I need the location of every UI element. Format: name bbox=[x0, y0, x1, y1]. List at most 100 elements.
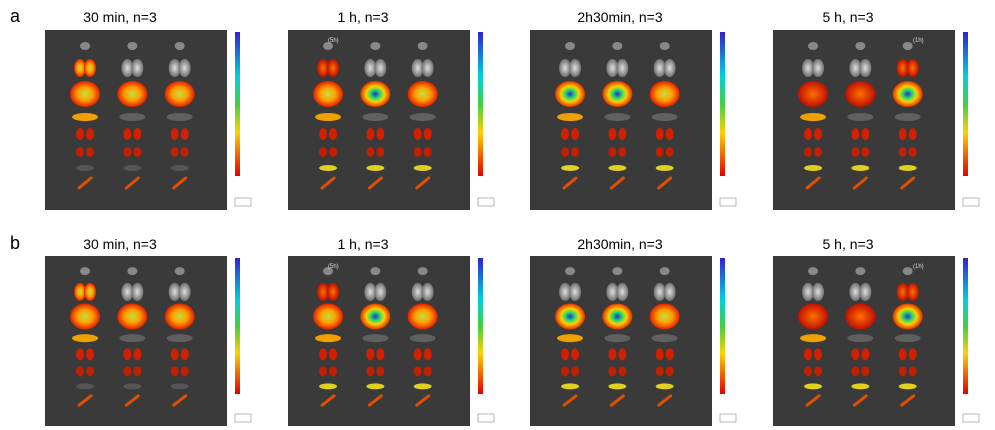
lung bbox=[421, 282, 434, 301]
bone bbox=[415, 394, 431, 407]
tissue bbox=[571, 147, 580, 157]
bone bbox=[172, 176, 188, 190]
scale-box bbox=[234, 413, 252, 423]
lung bbox=[131, 59, 144, 77]
heart bbox=[659, 42, 670, 50]
fluorescence-image bbox=[773, 256, 955, 426]
colorbar bbox=[478, 258, 483, 394]
kidney bbox=[423, 128, 432, 140]
bone bbox=[77, 176, 93, 190]
bone bbox=[852, 394, 868, 407]
kidney bbox=[898, 128, 907, 140]
heart bbox=[370, 42, 381, 50]
colorbar bbox=[235, 32, 240, 176]
lung bbox=[653, 59, 666, 77]
scale-box bbox=[962, 413, 980, 423]
tissue bbox=[908, 147, 917, 157]
liver bbox=[798, 81, 829, 107]
heart bbox=[902, 267, 913, 276]
kidney bbox=[618, 348, 627, 361]
tissue bbox=[170, 147, 179, 157]
heart bbox=[127, 42, 138, 50]
kidney bbox=[861, 128, 870, 140]
spleen bbox=[557, 334, 584, 343]
tissue bbox=[423, 366, 432, 377]
scale-box bbox=[477, 197, 495, 207]
lung bbox=[411, 282, 424, 301]
heart bbox=[659, 267, 670, 276]
tissue bbox=[908, 366, 917, 377]
kidney bbox=[655, 128, 664, 140]
tissue bbox=[898, 147, 907, 157]
heart bbox=[855, 42, 866, 50]
spleen bbox=[604, 113, 631, 121]
tissue bbox=[413, 147, 422, 157]
lung bbox=[317, 282, 330, 301]
bone bbox=[562, 394, 578, 407]
lung bbox=[859, 282, 872, 301]
kidney bbox=[413, 128, 422, 140]
kidney bbox=[423, 348, 432, 361]
liver bbox=[164, 81, 195, 107]
liver bbox=[555, 81, 586, 107]
spleen bbox=[166, 334, 193, 343]
lung bbox=[317, 59, 330, 77]
image-title: 5 h, n=3 bbox=[823, 236, 874, 252]
bone bbox=[852, 176, 868, 190]
liver bbox=[845, 81, 876, 107]
kidney bbox=[329, 128, 338, 140]
scale-box bbox=[962, 197, 980, 207]
liver bbox=[164, 303, 195, 330]
tissue bbox=[123, 366, 132, 377]
kidney bbox=[376, 128, 385, 140]
kidney bbox=[908, 128, 917, 140]
lung bbox=[559, 282, 572, 301]
kidney bbox=[319, 128, 328, 140]
bone bbox=[124, 176, 140, 190]
lung bbox=[121, 282, 134, 301]
tissue bbox=[76, 147, 85, 157]
spleen bbox=[119, 334, 146, 343]
lung bbox=[364, 282, 377, 301]
bone bbox=[367, 176, 383, 190]
tissue bbox=[413, 366, 422, 377]
kidney bbox=[561, 348, 570, 361]
heart bbox=[855, 267, 866, 276]
kidney bbox=[123, 348, 132, 361]
spleen bbox=[166, 113, 193, 121]
tissue bbox=[804, 147, 813, 157]
kidney bbox=[851, 348, 860, 361]
tissue bbox=[655, 366, 664, 377]
bone bbox=[805, 394, 821, 407]
liver bbox=[407, 81, 438, 107]
spleen bbox=[557, 113, 584, 121]
kidney bbox=[329, 348, 338, 361]
kidney bbox=[908, 348, 917, 361]
tissue bbox=[851, 147, 860, 157]
kidney bbox=[665, 128, 674, 140]
kidney bbox=[76, 128, 85, 140]
liver bbox=[117, 303, 148, 330]
intestine bbox=[319, 383, 338, 390]
kidney bbox=[665, 348, 674, 361]
bone bbox=[415, 176, 431, 190]
tissue bbox=[655, 147, 664, 157]
intestine bbox=[76, 383, 95, 390]
lung bbox=[802, 59, 815, 77]
intestine bbox=[655, 383, 674, 390]
heart bbox=[808, 42, 819, 50]
image-title: 30 min, n=3 bbox=[83, 236, 157, 252]
lung bbox=[168, 59, 181, 77]
kidney bbox=[170, 348, 179, 361]
tissue bbox=[376, 147, 385, 157]
kidney bbox=[180, 128, 189, 140]
liver bbox=[555, 303, 586, 330]
kidney bbox=[376, 348, 385, 361]
liver bbox=[602, 81, 633, 107]
tissue bbox=[608, 366, 617, 377]
kidney bbox=[366, 128, 375, 140]
bone bbox=[367, 394, 383, 407]
image-note: (1h) bbox=[913, 264, 924, 270]
spleen bbox=[894, 113, 921, 121]
